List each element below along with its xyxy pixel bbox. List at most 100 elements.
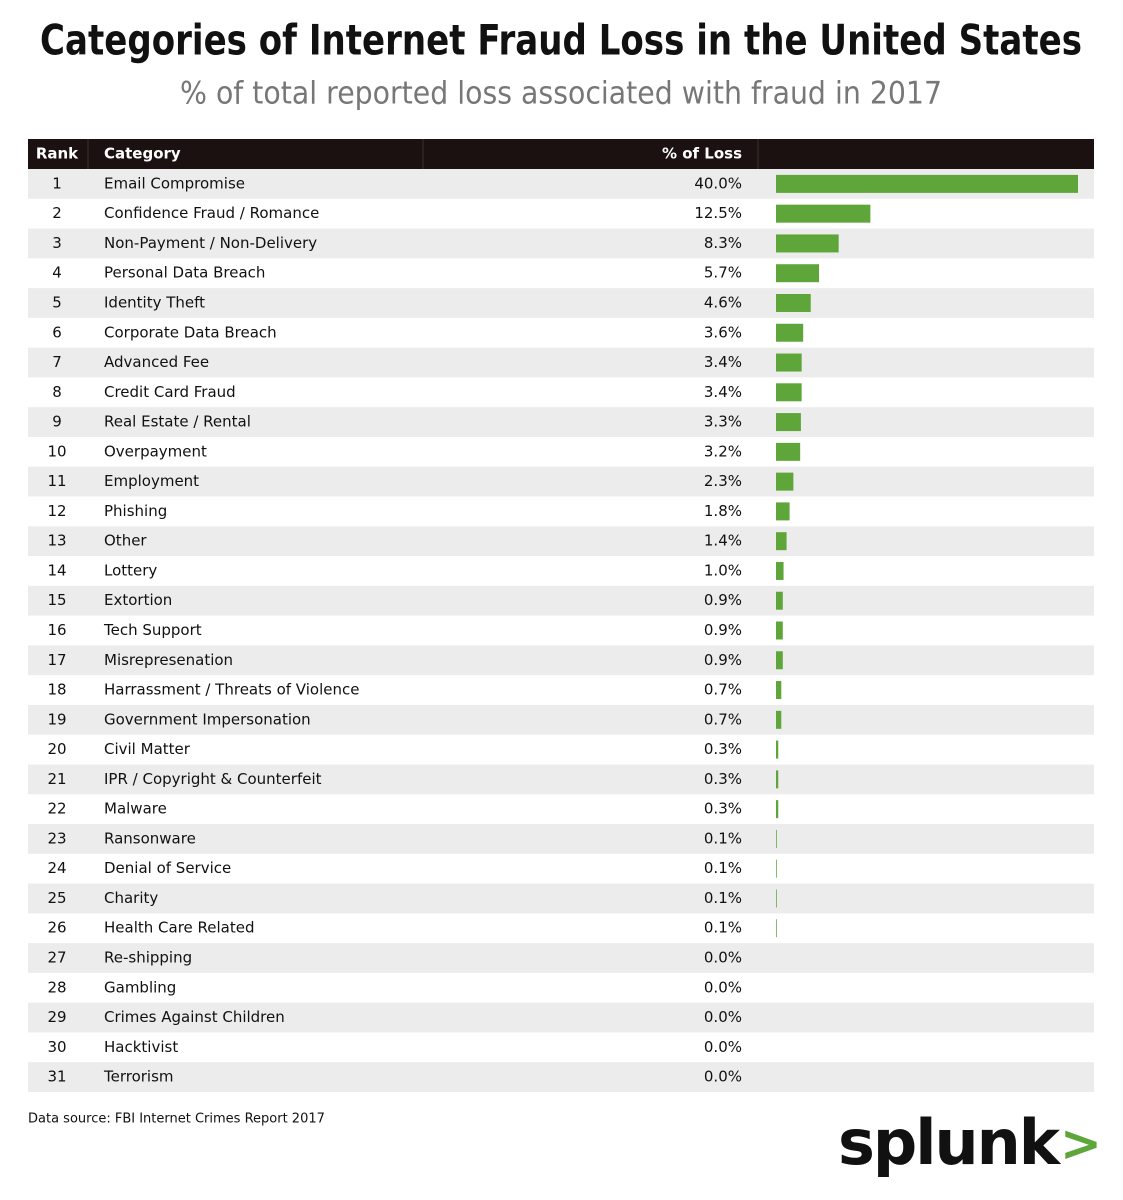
rank: 6 (52, 323, 62, 341)
rank: 15 (47, 591, 66, 609)
rank: 1 (52, 174, 62, 192)
bar (776, 651, 783, 670)
category-label: Phishing (104, 502, 167, 520)
category-label: Government Impersonation (104, 710, 311, 728)
category-label: Other (104, 532, 147, 550)
rank: 23 (47, 829, 66, 847)
category-label: Employment (104, 472, 199, 490)
value-label: 0.9% (704, 621, 742, 639)
value-label: 5.7% (704, 264, 742, 282)
chart-title: Categories of Internet Fraud Loss in the… (40, 16, 1082, 65)
bar (776, 234, 839, 253)
row-background (28, 466, 1094, 497)
category-label: Ransonware (104, 829, 196, 847)
logo-mark: > (1060, 1115, 1102, 1173)
category-label: Harrassment / Threats of Violence (104, 681, 359, 699)
value-label: 12.5% (694, 204, 742, 222)
value-label: 3.4% (704, 383, 742, 401)
category-label: Confidence Fraud / Romance (104, 204, 319, 222)
value-label: 3.2% (704, 442, 742, 460)
category-label: Terrorism (103, 1068, 174, 1086)
rank: 26 (47, 919, 66, 937)
row-background (28, 347, 1094, 378)
category-label: IPR / Copyright & Counterfeit (104, 770, 322, 788)
rank: 31 (47, 1068, 66, 1086)
value-label: 0.3% (704, 740, 742, 758)
row-background (28, 288, 1094, 318)
category-label: Overpayment (104, 442, 207, 460)
value-label: 1.4% (704, 532, 742, 550)
value-label: 0.9% (704, 651, 742, 669)
chart-subtitle: % of total reported loss associated with… (180, 76, 942, 112)
row-background (28, 526, 1094, 557)
value-label: 0.0% (704, 1038, 742, 1056)
row-background (28, 1002, 1094, 1033)
value-label: 8.3% (704, 234, 742, 252)
value-label: 4.6% (704, 293, 742, 311)
bar (776, 770, 779, 789)
rank: 19 (47, 710, 66, 728)
rank: 7 (52, 353, 62, 371)
category-label: Malware (104, 800, 167, 818)
bar (776, 174, 1078, 193)
category-label: Re-shipping (104, 949, 192, 967)
value-label: 0.7% (704, 710, 742, 728)
bar (776, 621, 783, 640)
value-label: 3.3% (704, 413, 742, 431)
column-header: % of Loss (662, 145, 742, 163)
rank: 27 (47, 949, 66, 967)
rank: 8 (52, 383, 62, 401)
category-label: Credit Card Fraud (104, 383, 236, 401)
category-label: Hacktivist (104, 1038, 178, 1056)
value-label: 0.1% (704, 829, 742, 847)
rank: 29 (47, 1008, 66, 1026)
category-label: Civil Matter (104, 740, 191, 758)
row-background (28, 228, 1094, 259)
bar (776, 561, 784, 580)
row-background (28, 1062, 1094, 1092)
category-label: Crimes Against Children (104, 1008, 285, 1026)
bar (776, 710, 782, 729)
column-header: Rank (36, 145, 79, 163)
rank: 10 (47, 442, 66, 460)
rank: 13 (47, 532, 66, 550)
table-header (28, 139, 1094, 169)
row-background (28, 943, 1094, 973)
value-label: 1.0% (704, 561, 742, 579)
category-label: Charity (104, 889, 158, 907)
logo: splunk (838, 1106, 1062, 1179)
value-label: 0.9% (704, 591, 742, 609)
bar (776, 919, 777, 938)
category-label: Personal Data Breach (104, 264, 265, 282)
category-label: Identity Theft (104, 293, 205, 311)
row-background (28, 645, 1094, 676)
column-header: Category (104, 145, 181, 163)
category-label: Corporate Data Breach (104, 323, 277, 341)
value-label: 1.8% (704, 502, 742, 520)
bar (776, 800, 779, 819)
rank: 22 (47, 800, 66, 818)
source-note: Data source: FBI Internet Crimes Report … (28, 1112, 325, 1127)
rank: 17 (47, 651, 66, 669)
category-label: Health Care Related (104, 919, 255, 937)
value-label: 0.0% (704, 978, 742, 996)
bar (776, 532, 787, 551)
bar (776, 383, 802, 402)
value-label: 0.3% (704, 800, 742, 818)
rank: 11 (47, 472, 66, 490)
bar (776, 204, 871, 223)
row-background (28, 764, 1094, 795)
rank: 4 (52, 264, 62, 282)
bar (776, 293, 811, 312)
bar (776, 442, 801, 461)
row-background (28, 704, 1094, 735)
category-label: Tech Support (103, 621, 202, 639)
bar (776, 591, 783, 610)
bar (776, 323, 804, 342)
rank: 20 (47, 740, 66, 758)
category-label: Lottery (104, 561, 157, 579)
bar (776, 681, 782, 700)
row-background (28, 824, 1094, 854)
rank: 30 (47, 1038, 66, 1056)
bar (776, 353, 802, 372)
